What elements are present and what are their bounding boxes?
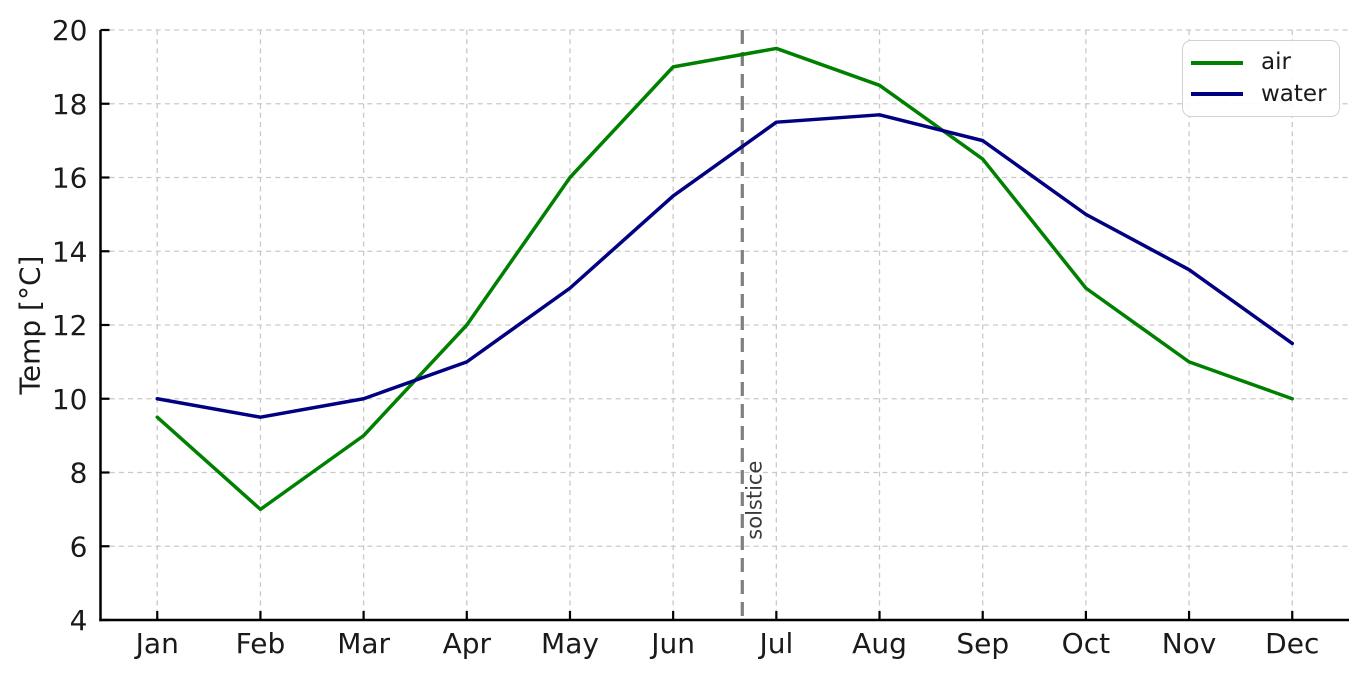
y-tick-label: 16 — [52, 162, 88, 195]
y-axis-label: Temp [°C] — [13, 255, 47, 395]
y-tick-label: 10 — [52, 383, 88, 416]
x-tick-label: May — [541, 627, 599, 660]
y-tick-label: 14 — [52, 235, 88, 268]
x-tick-label: Nov — [1162, 627, 1217, 660]
water-line — [155, 113, 1294, 419]
solstice-label: solstice — [742, 461, 766, 540]
legend-item-water: water — [1191, 80, 1327, 107]
x-tick-label: Aug — [852, 627, 907, 660]
y-tick-label: 6 — [70, 530, 88, 563]
y-tick-label: 20 — [52, 14, 88, 47]
water-line-swatch — [1191, 92, 1243, 97]
x-tick-label: Jan — [134, 627, 179, 660]
x-tick-label: Dec — [1265, 627, 1319, 660]
legend-label-air: air — [1261, 49, 1291, 76]
y-tick-label: 18 — [52, 88, 88, 121]
x-tick-label: Mar — [337, 627, 390, 660]
x-tick-label: Jun — [649, 627, 695, 660]
y-tick-label: 12 — [52, 309, 88, 342]
x-tick-label: Feb — [236, 627, 286, 660]
x-tick-label: Oct — [1062, 627, 1110, 660]
legend-label-water: water — [1261, 80, 1327, 107]
x-tick-label: Sep — [956, 627, 1009, 660]
y-tick-label: 4 — [70, 604, 88, 637]
legend: air water — [1182, 40, 1340, 117]
x-tick-label: Apr — [443, 627, 492, 660]
x-tick-label: Jul — [757, 627, 793, 660]
air-line-swatch — [1191, 60, 1243, 65]
legend-item-air: air — [1191, 51, 1327, 74]
y-tick-label: 8 — [70, 457, 88, 490]
air-line — [155, 46, 1294, 512]
